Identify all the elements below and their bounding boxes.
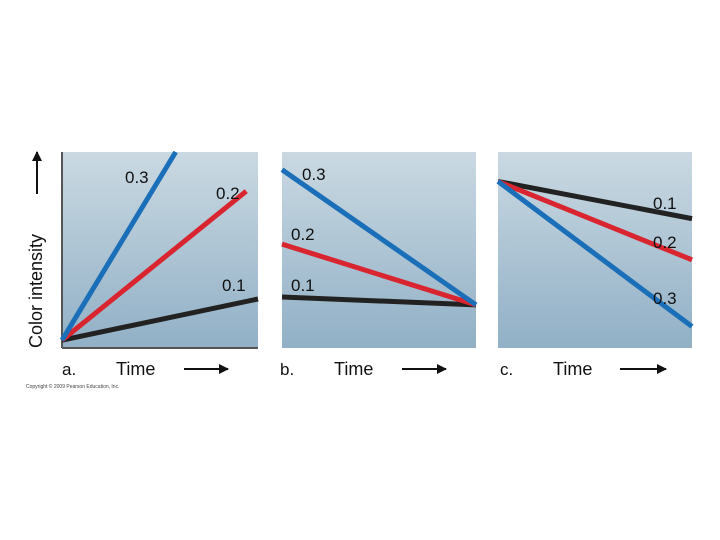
panel-a-series-line-0.3 <box>59 150 178 342</box>
panel-b-series-line-0.1 <box>281 294 477 308</box>
panel-b-label: b. <box>280 360 294 379</box>
panel-c-series-label-0.3: 0.3 <box>653 289 677 308</box>
panel-b: 0.3 0.2 0.1 b. Time <box>280 152 478 379</box>
panel-a-series-line-0.1 <box>61 296 259 343</box>
panel-b-background <box>282 152 476 348</box>
panel-c: 0.1 0.2 0.3 c. Time <box>496 152 694 379</box>
panel-c-series-line-0.3 <box>496 179 694 329</box>
panel-a-label: a. <box>62 360 76 379</box>
panel-a-series-label-0.1: 0.1 <box>222 276 246 295</box>
panel-a-x-axis-title: Time <box>116 359 155 379</box>
panel-a-series-label-0.2: 0.2 <box>216 184 240 203</box>
panel-c-series-line-0.1 <box>497 178 693 222</box>
panel-a: 0.3 0.2 0.1 a. Time <box>59 150 259 379</box>
panel-b-series-line-0.3 <box>280 167 478 307</box>
panel-c-series-label-0.1: 0.1 <box>653 194 677 213</box>
panel-b-series-line-0.2 <box>281 241 477 308</box>
panel-b-series-label-0.1: 0.1 <box>291 276 315 295</box>
panel-c-series-label-0.2: 0.2 <box>653 233 677 252</box>
panel-c-background <box>498 152 692 348</box>
panel-c-x-axis-title: Time <box>553 359 592 379</box>
panel-c-series-line-0.2 <box>497 179 693 263</box>
panel-c-label: c. <box>500 360 513 379</box>
panel-b-series-label-0.2: 0.2 <box>291 225 315 244</box>
panel-a-series-label-0.3: 0.3 <box>125 168 149 187</box>
panel-b-series-label-0.3: 0.3 <box>302 165 326 184</box>
panel-a-series-line-0.2 <box>60 189 248 343</box>
y-axis-title: Color intensity <box>26 234 46 348</box>
copyright-notice: Copyright © 2009 Pearson Education, Inc. <box>26 383 119 390</box>
panel-b-x-axis-title: Time <box>334 359 373 379</box>
